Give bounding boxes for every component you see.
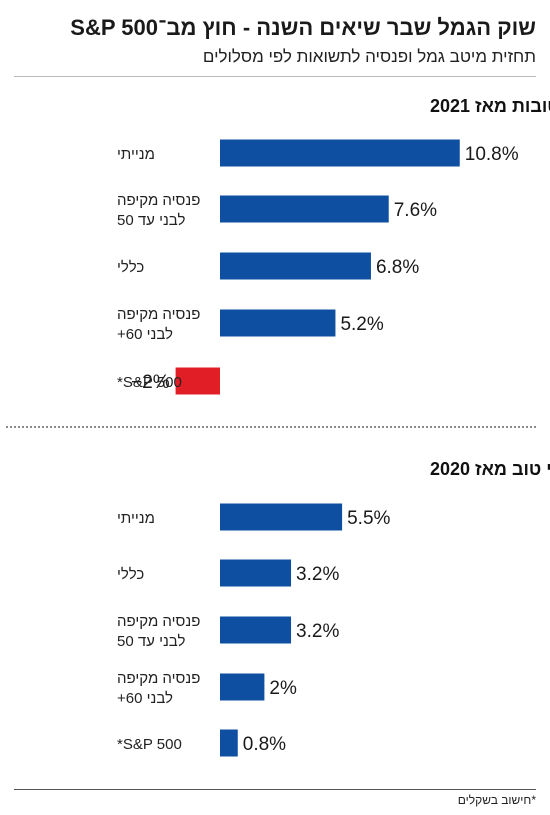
category-label: פנסיה מקיפה <box>117 670 200 687</box>
value-label: −2% <box>131 372 170 393</box>
category-label: פנסיה מקיפה <box>117 306 200 323</box>
bar <box>220 309 336 337</box>
bar <box>220 139 460 167</box>
section-divider <box>6 426 536 428</box>
bar <box>220 559 292 587</box>
panel-title: יוני המופלא - הכי טוב מאז 2020 <box>430 459 550 479</box>
category-label: לבני עד 50 <box>117 633 185 650</box>
bar <box>220 616 292 644</box>
value-label: 3.2% <box>296 564 339 585</box>
value-label: 6.8% <box>376 257 419 278</box>
chart-subtitle: תחזית מיטב גמל ופנסיה לתשואות לפי מסלולי… <box>202 47 536 66</box>
bar <box>220 673 265 701</box>
value-label: 2% <box>269 678 297 699</box>
category-label: לבני 60+ <box>117 690 173 707</box>
category-label: מנייתי <box>117 146 155 163</box>
category-label: לבני 60+ <box>117 326 173 343</box>
category-label: פנסיה מקיפה <box>117 192 200 209</box>
value-label: 7.6% <box>394 200 437 221</box>
bar <box>220 503 343 531</box>
category-label: מנייתי <box>117 510 155 527</box>
bar <box>175 367 220 395</box>
bar <box>220 195 389 223</box>
top-rule <box>14 76 536 77</box>
panel-first-half: תשואות ינואר־יוני: הכי טובות מאז 2021 10.… <box>117 96 550 395</box>
value-label: 0.8% <box>243 734 286 755</box>
category-label: כללי <box>117 259 144 276</box>
category-label: S&P 500* <box>117 736 182 753</box>
footnote: *חישוב בשקלים <box>457 793 536 807</box>
chart-header: שוק הגמל שבר שיאים השנה - חוץ מב־S&P 500… <box>14 14 536 68</box>
bottom-rule <box>14 789 536 790</box>
value-label: 3.2% <box>296 621 339 642</box>
value-label: 5.2% <box>340 314 383 335</box>
value-label: 5.5% <box>347 508 390 529</box>
chart-title: שוק הגמל שבר שיאים השנה - חוץ מב־S&P 500 <box>70 15 536 40</box>
category-label: לבני עד 50 <box>117 212 185 229</box>
panel-title: תשואות ינואר־יוני: הכי טובות מאז 2021 <box>430 96 550 116</box>
category-label: S&P 500* <box>117 374 182 391</box>
bar <box>220 252 371 280</box>
value-label: 10.8% <box>465 144 519 165</box>
panel-june: יוני המופלא - הכי טוב מאז 2020 5.5% מנייתי… <box>117 459 550 757</box>
category-label: פנסיה מקיפה <box>117 613 200 630</box>
category-label: כללי <box>117 566 144 583</box>
bar <box>220 729 238 757</box>
